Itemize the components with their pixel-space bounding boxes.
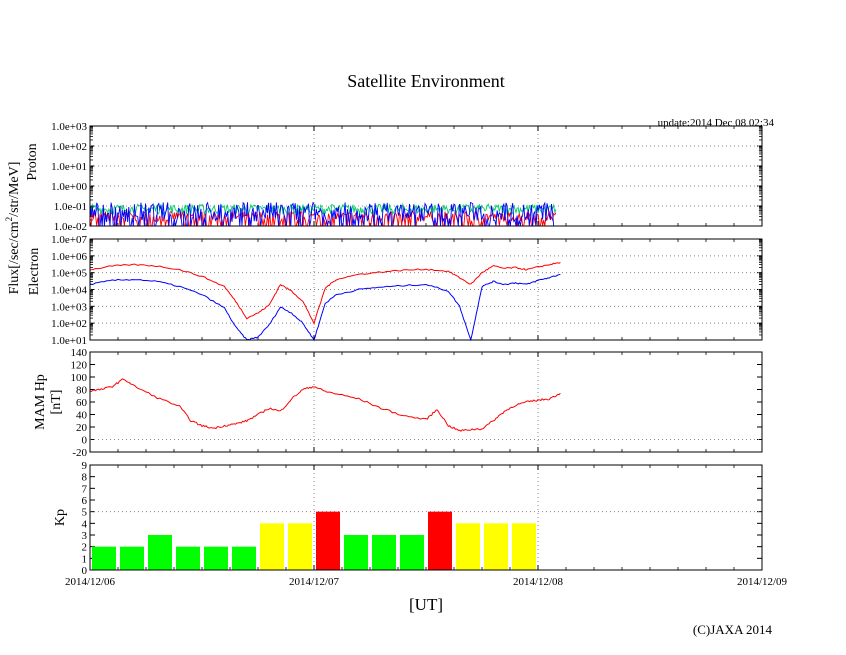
x-tick-label: 2014/12/06	[65, 576, 116, 588]
kp-bar	[456, 523, 480, 570]
y-axis-label: Kp	[53, 509, 68, 526]
update-timestamp: update:2014 Dec 08 02:34	[658, 117, 775, 129]
y-tick-label: 0	[82, 435, 88, 447]
kp-bar	[260, 523, 284, 570]
kp-bar	[428, 511, 452, 570]
y-tick-label: 20	[76, 422, 88, 434]
kp-bar	[372, 535, 396, 570]
kp-bar	[148, 535, 172, 570]
copyright-text: (C)JAXA 2014	[693, 622, 773, 637]
kp-bar	[120, 546, 144, 570]
y-tick-label: 1.0e+05	[51, 268, 87, 280]
y-tick-label: 1.0e+02	[51, 141, 87, 153]
panel-frame	[89, 238, 763, 341]
kp-bar	[232, 546, 256, 570]
kp-bar	[176, 546, 200, 570]
y-axis-label: Proton	[25, 143, 40, 180]
x-axis-label: [UT]	[409, 595, 443, 614]
y-tick-label: 100	[71, 372, 88, 384]
x-tick-label: 2014/12/08	[513, 576, 564, 588]
y-tick-label: 1.0e+04	[51, 285, 87, 297]
y-tick-label: 2	[82, 542, 88, 554]
series-proton-1	[89, 210, 557, 227]
y-tick-label: 1.0e+01	[51, 335, 87, 347]
y-tick-label: 1.0e+00	[51, 181, 87, 193]
kp-bar	[316, 511, 340, 570]
y-tick-label: 1.0e+07	[51, 234, 87, 246]
y-tick-label: 1.0e+01	[51, 161, 87, 173]
y-tick-label: 6	[82, 495, 88, 507]
x-tick-label: 2014/12/07	[289, 576, 340, 588]
y-tick-label: 1	[82, 553, 88, 565]
kp-bar	[512, 523, 536, 570]
series-electron-high	[89, 262, 561, 325]
y-tick-label: 1.0e-01	[54, 201, 87, 213]
y-tick-label: 8	[82, 472, 88, 484]
panel-frame	[89, 351, 763, 453]
series-hp	[89, 378, 561, 432]
y-axis-unit: [nT]	[49, 390, 64, 415]
panel-frame	[89, 125, 763, 227]
x-tick-label: 2014/12/09	[737, 576, 788, 588]
kp-bar	[400, 535, 424, 570]
panel-proton: 1.0e-02 1.0e-01 1.0e+00 1.0e+01 1.0e+02 1.0e+…	[25, 121, 763, 233]
y-tick-label: 1.0e+03	[51, 121, 87, 133]
kp-bar	[288, 523, 312, 570]
kp-bar	[484, 523, 508, 570]
kp-bar	[344, 535, 368, 570]
y-tick-label: 120	[71, 360, 88, 372]
chart-title: Satellite Environment	[347, 71, 504, 91]
y-tick-label: 0	[82, 565, 88, 577]
flux-axis-label: Flux[/sec/cm2/str/MeV]	[4, 162, 22, 295]
y-tick-label: 1.0e+02	[51, 318, 87, 330]
panel-frame	[89, 464, 763, 571]
y-tick-label: 80	[76, 385, 88, 397]
y-tick-label: 1.0e+06	[51, 251, 87, 263]
y-tick-label: 7	[82, 483, 88, 495]
y-tick-label: 9	[82, 460, 88, 472]
y-tick-label: 3	[82, 530, 88, 542]
series-electron-low	[89, 273, 561, 342]
y-tick-label: 140	[71, 347, 88, 359]
y-axis-label: Electron	[27, 248, 42, 295]
y-tick-label: 40	[76, 410, 88, 422]
kp-bar	[92, 546, 116, 570]
panel-electron: 1.0e+01 1.0e+02 1.0e+03 1.0e+04 1.0e+05 1.0e+…	[27, 234, 763, 347]
y-tick-label: 4	[82, 518, 88, 530]
y-tick-label: -20	[72, 447, 87, 459]
y-axis-label: MAM Hp	[33, 374, 48, 430]
kp-bar	[204, 546, 228, 570]
y-tick-label: 1.0e+03	[51, 301, 87, 313]
y-tick-label: 60	[76, 397, 88, 409]
y-tick-label: 1.0e-02	[54, 221, 87, 233]
y-tick-label: 5	[82, 507, 88, 519]
